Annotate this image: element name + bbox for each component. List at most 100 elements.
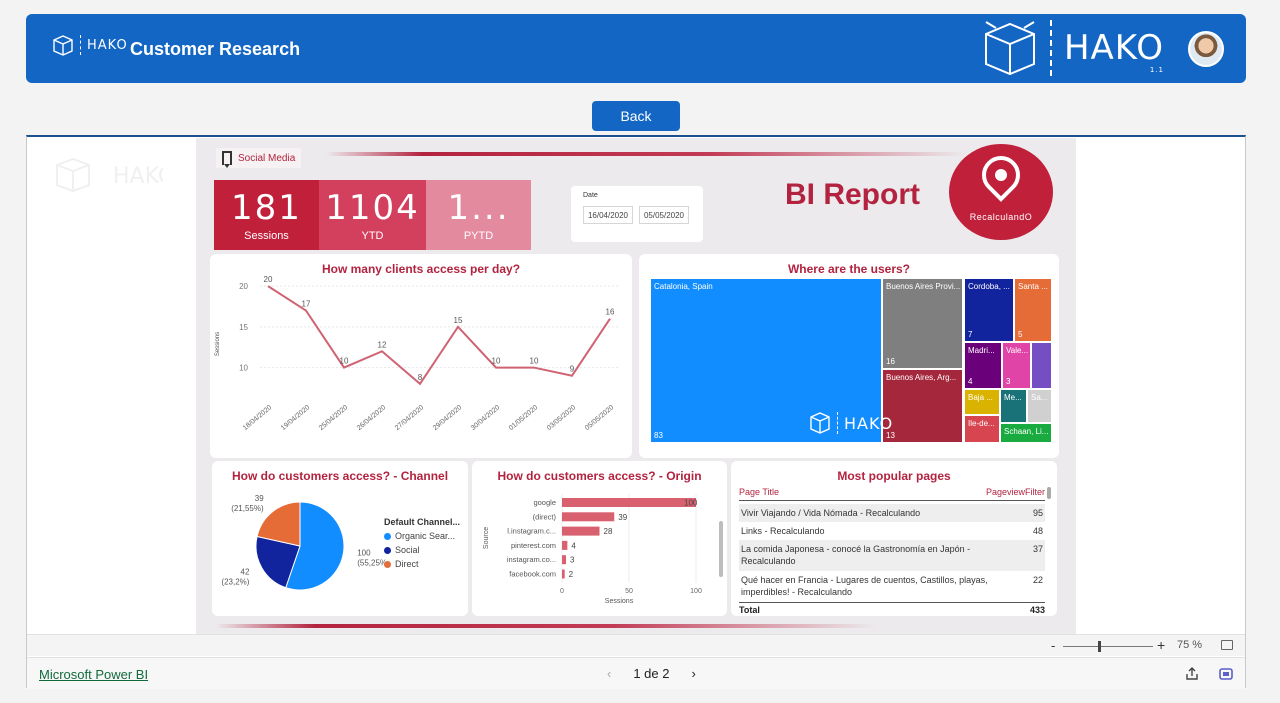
table-row[interactable]: Qué hacer en Francia - Lugares de cuento… bbox=[739, 571, 1045, 600]
map-pin-icon bbox=[974, 148, 1028, 202]
date-from-input[interactable]: 16/04/2020 bbox=[583, 206, 633, 224]
share-icon[interactable] bbox=[1185, 667, 1199, 681]
legend-item[interactable]: Organic Sear... bbox=[384, 531, 460, 541]
treemap-tile-value: 4 bbox=[968, 377, 973, 386]
brand-version: 1.1 bbox=[1149, 66, 1164, 74]
vertical-scrollbar[interactable] bbox=[719, 521, 723, 577]
treemap-tile[interactable]: Cordoba, ... 7 bbox=[965, 279, 1013, 341]
back-button[interactable]: Back bbox=[592, 101, 680, 131]
report-canvas: Social Media 181 Sessions 1104 YTD 1... … bbox=[196, 138, 1076, 634]
treemap-tile[interactable]: Me... bbox=[1001, 390, 1026, 422]
column-header-pageview[interactable]: PageviewFilter bbox=[985, 487, 1045, 497]
teams-icon[interactable] bbox=[1219, 667, 1233, 681]
pie-slice[interactable] bbox=[255, 535, 301, 589]
table-row[interactable]: La comida Japonesa - conocé la Gastronom… bbox=[739, 540, 1045, 571]
kpi-label: PYTD bbox=[463, 230, 494, 242]
fit-to-page-icon[interactable] bbox=[1221, 640, 1233, 650]
line-series[interactable] bbox=[267, 285, 611, 386]
zoom-in-button[interactable]: + bbox=[1157, 637, 1166, 653]
y-axis-label: Source bbox=[483, 527, 490, 549]
legend-dot bbox=[384, 532, 391, 540]
pie-percent-label: (55,25%) bbox=[357, 559, 387, 568]
recalculando-logo: RecalculandO bbox=[949, 144, 1053, 240]
treemap-tile[interactable]: Vale... 3 bbox=[1003, 343, 1030, 388]
treemap-tile-label: Baja ... bbox=[968, 393, 993, 402]
treemap-title: Where are the users? bbox=[787, 262, 911, 276]
powerbi-link[interactable]: Microsoft Power BI bbox=[39, 667, 149, 682]
x-tick-label: 100 bbox=[690, 588, 702, 595]
y-tick-label: 15 bbox=[239, 323, 248, 332]
bar[interactable] bbox=[562, 512, 615, 522]
treemap-tile-value: 3 bbox=[1006, 377, 1011, 386]
y-axis-label: Sessions bbox=[215, 332, 221, 356]
next-page-button[interactable]: › bbox=[691, 666, 696, 681]
pie-legend: Default Channel... Organic Sear... Socia… bbox=[384, 517, 460, 573]
treemap-card[interactable]: Where are the users? Catalonia, Spain 83 B… bbox=[639, 254, 1059, 458]
pie-slice[interactable] bbox=[256, 501, 301, 547]
bookmark-label: Social Media bbox=[238, 152, 296, 164]
treemap-tile-value: 83 bbox=[654, 431, 663, 440]
pie-chart-card[interactable]: How do customers access? - Channel 100 (5… bbox=[212, 461, 468, 616]
y-tick-label: (direct) bbox=[533, 512, 557, 521]
bookmark-tag[interactable]: Social Media bbox=[216, 148, 302, 168]
header-logo-text: HAKO bbox=[87, 37, 128, 53]
bar[interactable] bbox=[562, 569, 565, 579]
data-label: 17 bbox=[302, 300, 311, 309]
legend-item[interactable]: Social bbox=[384, 545, 460, 555]
treemap-tile[interactable]: Ile-de... bbox=[965, 416, 999, 442]
treemap-tile-label: Cordoba, ... bbox=[968, 282, 1010, 291]
treemap-tile[interactable]: Santa ... 5 bbox=[1015, 279, 1051, 341]
table-scrollbar[interactable] bbox=[1047, 487, 1051, 499]
date-to-input[interactable]: 05/05/2020 bbox=[639, 206, 689, 224]
pie-chart: 100(55,25%) 42(23,2%) 39(21,55%) bbox=[221, 494, 387, 591]
treemap-tile[interactable]: Sa... bbox=[1028, 390, 1051, 422]
pie-value-label: 100 bbox=[357, 549, 371, 558]
page-title-cell: Qué hacer en Francia - Lugares de cuento… bbox=[741, 574, 988, 597]
svg-text:HAKO: HAKO bbox=[113, 164, 163, 189]
x-tick-label: 18/04/2020 bbox=[242, 404, 273, 432]
table-row[interactable]: Vivir Viajando / Vida Nómada - Recalcula… bbox=[739, 504, 1045, 523]
table-row[interactable]: Links - Recalculando 48 bbox=[739, 522, 1045, 540]
bar[interactable] bbox=[562, 526, 600, 536]
zoom-level: 75 % bbox=[1177, 639, 1203, 651]
zoom-slider[interactable] bbox=[1063, 641, 1153, 652]
bar[interactable] bbox=[562, 540, 568, 550]
data-label: 100 bbox=[684, 499, 698, 508]
treemap-tile[interactable]: Buenos Aires Provi... 16 bbox=[883, 279, 962, 368]
treemap-tile[interactable]: Buenos Aires, Arg... 13 bbox=[883, 370, 962, 442]
treemap-tile[interactable]: Schaan, Li... bbox=[1001, 424, 1051, 442]
table-card[interactable]: Most popular pages Page Title PageviewFi… bbox=[731, 461, 1057, 616]
treemap-tile[interactable] bbox=[1032, 343, 1051, 388]
treemap-tile[interactable]: Baja ... bbox=[965, 390, 999, 414]
data-label: 10 bbox=[530, 357, 539, 366]
treemap-tile[interactable]: Catalonia, Spain 83 bbox=[651, 279, 881, 442]
watermark-text: HAKO bbox=[844, 413, 894, 433]
kpi-pytd: 1... PYTD bbox=[426, 180, 531, 250]
y-tick-label: facebook.com bbox=[509, 570, 556, 579]
table-total-row: Total 433 bbox=[739, 602, 1045, 615]
x-tick-label: 29/04/2020 bbox=[432, 404, 463, 432]
data-label: 9 bbox=[570, 365, 575, 374]
line-chart: 10 15 20 Sessions 20 18/04/2020 17 19/04/2020 10… bbox=[215, 275, 620, 432]
bar[interactable] bbox=[562, 498, 696, 507]
header-logo[interactable]: HAKO bbox=[52, 34, 128, 56]
zoom-slider-thumb[interactable] bbox=[1098, 641, 1102, 652]
legend-dot bbox=[384, 546, 391, 554]
avatar[interactable] bbox=[1188, 31, 1224, 67]
column-header-page-title[interactable]: Page Title bbox=[739, 487, 780, 497]
pie-percent-label: (21,55%) bbox=[231, 504, 264, 513]
date-slicer: Date 16/04/2020 05/05/2020 bbox=[571, 186, 703, 242]
treemap-tile-value: 13 bbox=[886, 431, 895, 440]
data-label: 10 bbox=[340, 357, 349, 366]
legend-label: Organic Sear... bbox=[395, 531, 456, 541]
zoom-out-button[interactable]: - bbox=[1051, 638, 1056, 653]
pie-legend-title: Default Channel... bbox=[384, 517, 461, 527]
legend-item[interactable]: Direct bbox=[384, 559, 460, 569]
bar[interactable] bbox=[562, 555, 567, 565]
line-chart-card[interactable]: How many clients access per day? 10 15 20 S… bbox=[210, 254, 632, 458]
bar-chart-card[interactable]: How do customers access? - Origin 0 50 100… bbox=[472, 461, 727, 616]
treemap-tile[interactable]: Madri... 4 bbox=[965, 343, 1001, 388]
x-tick-label: 30/04/2020 bbox=[470, 404, 501, 432]
prev-page-button[interactable]: ‹ bbox=[607, 666, 612, 681]
treemap-tile-value: 16 bbox=[886, 357, 895, 366]
